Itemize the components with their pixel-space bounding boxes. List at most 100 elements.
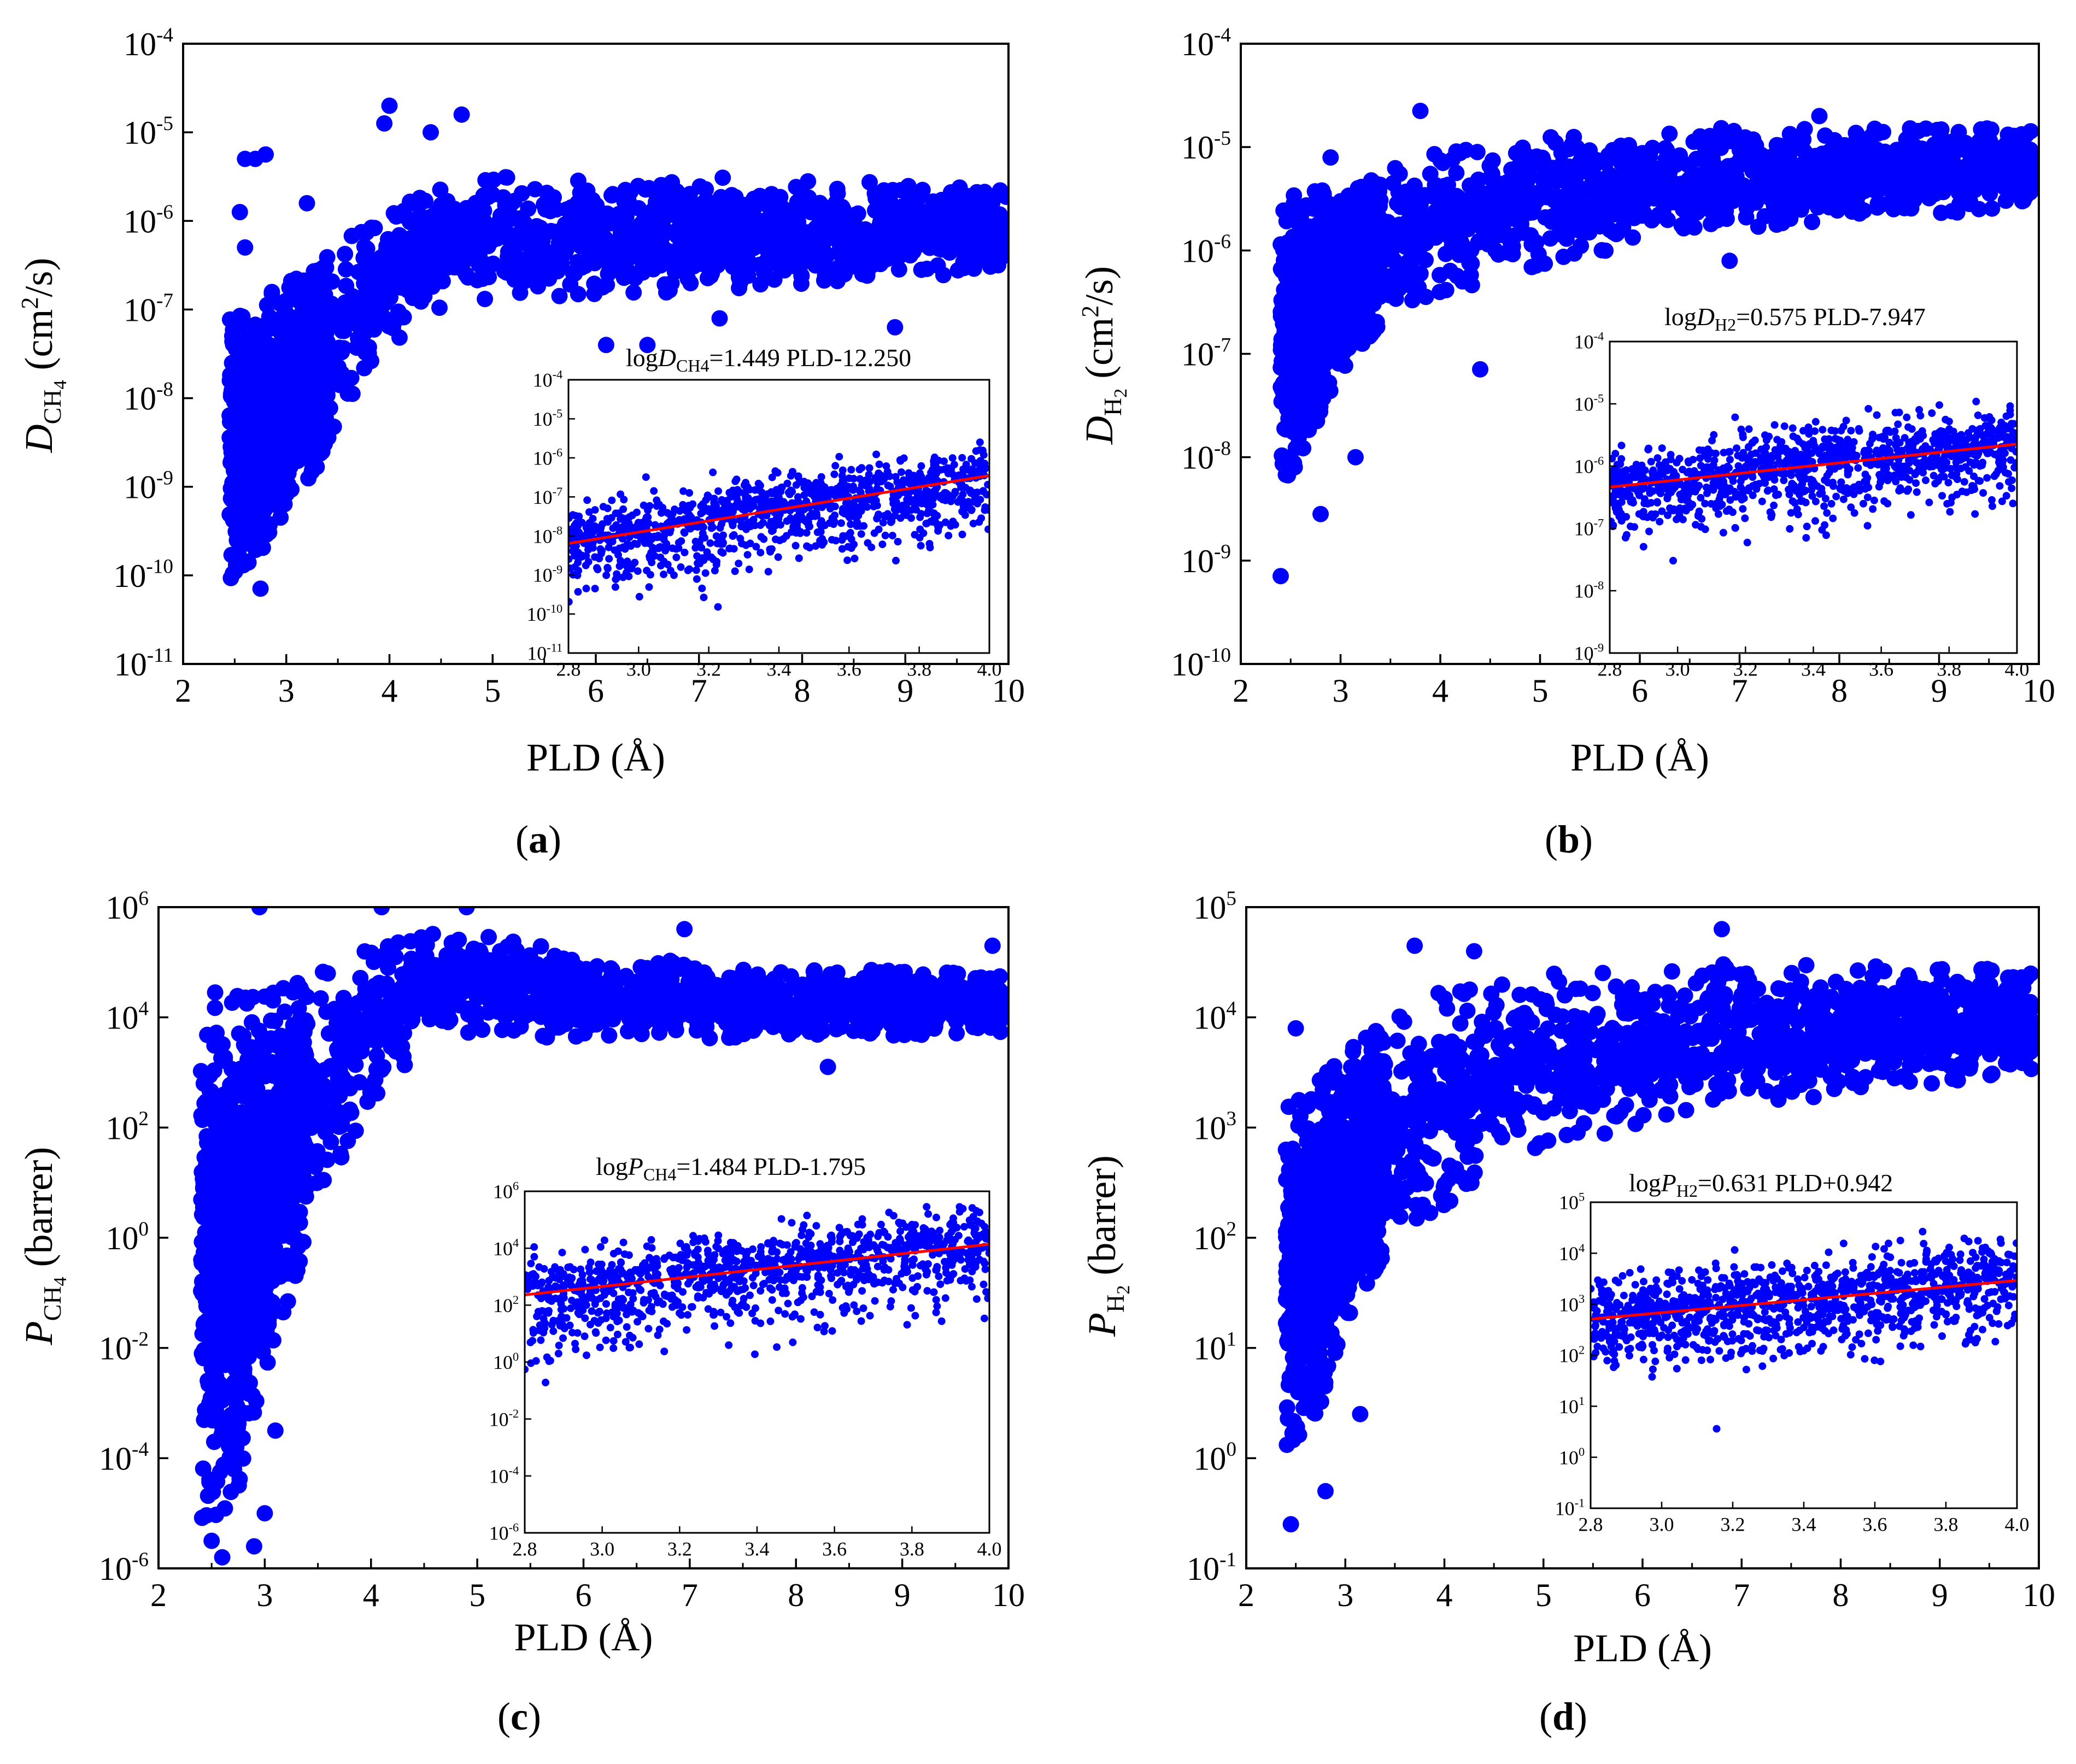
inset-point [756,505,764,513]
data-point [502,228,519,245]
inset-point [948,454,957,462]
inset-point [646,571,654,579]
data-point [520,200,537,217]
inset-point [682,516,690,524]
inset-point [847,466,855,474]
data-point [484,186,501,203]
inset-point [635,519,642,527]
data-point [1438,245,1454,262]
inset-point [846,507,854,515]
inset-point [731,567,739,575]
data-point [1412,249,1429,266]
inset-point [783,517,791,525]
data-point [231,384,248,401]
data-point [525,238,542,255]
data-point [880,198,897,215]
data-point [336,322,353,339]
inset-point [571,521,579,530]
inset-point [789,468,796,476]
data-point [500,249,517,266]
data-point [1514,187,1530,204]
inset-point [628,565,636,573]
inset-point [746,497,754,505]
inset-point [605,555,613,563]
inset-point [614,551,622,559]
inset-point [847,520,855,528]
outlier-point [237,239,254,256]
inset-point [885,472,894,480]
data-point [295,348,312,365]
inset-point [771,467,779,475]
inset-point [763,511,771,520]
data-point [229,509,246,526]
data-point [317,402,334,419]
inset-point [680,528,688,536]
inset-point [772,496,781,504]
inset-point [802,497,811,505]
inset-point [603,563,612,572]
data-point [512,284,529,301]
inset-point [764,568,772,576]
inset-point [884,510,892,518]
data-point [902,247,919,264]
inset-point [977,514,986,522]
x-tick-label: 4.0 [977,658,1002,680]
inset-point [976,496,984,504]
inset-point [760,491,769,499]
outlier-point [423,124,439,141]
data-point [309,386,326,403]
inset-point [707,553,716,561]
y-tick-label: 10-11 [527,640,562,664]
inset-point [976,438,984,446]
data-point [248,337,265,354]
inset-point [698,584,706,592]
data-point [245,471,261,487]
inset-point [772,515,780,524]
data-point [1487,242,1504,259]
data-point [348,339,365,356]
inset-point [692,566,700,574]
data-point [759,215,776,232]
inset-point [568,555,573,563]
data-point [531,222,548,239]
data-point [266,365,283,382]
data-point [365,275,381,292]
data-point [801,199,818,216]
inset-point [800,516,808,524]
inset-point [569,547,577,555]
data-point [538,185,555,201]
data-point [859,265,876,282]
data-point [313,264,330,281]
data-point [733,210,750,227]
inset-point [851,555,859,562]
data-point [800,246,817,263]
data-point [668,222,685,239]
data-point [655,227,672,244]
inset-point [966,487,974,495]
inset-point [856,475,864,483]
data-point [261,308,278,325]
inset-point [640,501,648,509]
data-point [385,205,402,222]
y-tick-label: 10-9 [533,563,563,586]
data-point [357,305,374,322]
data-point [498,264,515,281]
data-point [723,237,740,254]
data-point [337,261,354,278]
inset-point [858,464,866,472]
data-point [275,415,292,432]
inset-point [931,490,940,498]
data-point [895,201,912,217]
outlier-point [237,150,254,167]
data-point [257,324,274,340]
data-point [384,320,401,337]
inset-point [736,534,744,543]
data-point [492,207,509,224]
data-point [230,353,247,370]
inset-point [902,511,910,519]
inset-point [846,528,854,537]
data-point [506,210,523,227]
data-point [863,246,879,263]
inset-point [865,471,873,479]
data-point [398,251,415,267]
